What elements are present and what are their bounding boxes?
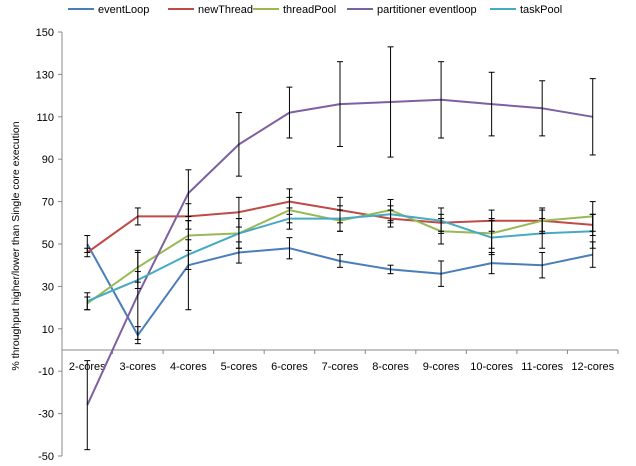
y-tick-label: 30 [42,281,54,293]
x-tick-label: 11-cores [521,361,563,373]
error-bar [134,207,141,226]
y-tick-label: 130 [36,69,54,81]
y-tick-label: -30 [38,409,54,421]
error-bar [488,220,495,256]
error-bar [539,251,546,279]
y-tick-label: -10 [38,366,54,378]
x-tick-label: 8-cores [372,361,409,373]
error-bar [337,254,343,268]
error-bar [438,207,445,234]
error-bar [286,237,293,260]
error-bar [589,78,596,156]
error-bar [286,207,293,230]
legend-label: threadPool [283,4,336,16]
y-tick-label: 90 [42,154,54,166]
x-tick-label: 3-cores [119,361,156,373]
error-bar [539,80,546,137]
legend-item: eventLoop [68,4,149,16]
y-tick-label: 70 [42,197,54,209]
error-bar [185,169,192,217]
error-bar [235,112,242,177]
error-bar [387,205,394,224]
legend-label: partitioner eventloop [377,4,477,16]
error-bar [337,205,343,232]
legend-label: newThread [198,4,253,16]
x-tick-label: 12-cores [571,361,614,373]
legend-label: taskPool [520,4,562,16]
y-axis: 150 130 110 90 70 50 30 10 -10 -30 -50 [36,27,63,463]
error-bar [286,86,293,139]
error-bar [438,61,445,139]
x-tick-label: 5-cores [221,361,258,373]
x-tick-label: 10-cores [470,361,513,373]
error-bar [235,218,242,249]
y-tick-label: 50 [42,239,54,251]
legend-item: taskPool [490,4,562,16]
legend-item: partitioner eventloop [347,4,477,16]
error-bar [134,271,141,290]
y-axis-title: % throughput higher/lower than Single co… [10,121,22,370]
x-axis: 2-cores 3-cores 4-cores 5-cores 6-cores 7-cor… [61,349,619,373]
legend-item: threadPool [253,4,336,16]
error-bar [337,61,343,147]
error-bar [84,247,91,258]
legend: eventLoop newThread threadPool partitioner … [68,4,562,16]
error-bar [488,71,495,137]
y-tick-label: 110 [36,112,54,124]
x-tick-label: 9-cores [423,361,460,373]
legend-label: eventLoop [98,4,149,16]
error-bar [84,292,91,311]
error-bar [387,46,394,158]
error-bar [589,213,596,249]
error-bar [185,239,192,270]
error-bar [84,360,91,451]
error-bar [539,218,546,249]
x-tick-label: 4-cores [170,361,207,373]
y-tick-label: 10 [42,324,54,336]
x-tick-label: 6-cores [271,361,308,373]
error-bar [134,249,141,340]
error-bar [438,260,445,287]
plot-area [84,46,596,451]
legend-item: newThread [168,4,253,16]
error-bar [387,264,394,275]
y-tick-label: 150 [36,27,54,39]
x-tick-label: 7-cores [322,361,359,373]
y-tick-label: -50 [38,451,54,463]
